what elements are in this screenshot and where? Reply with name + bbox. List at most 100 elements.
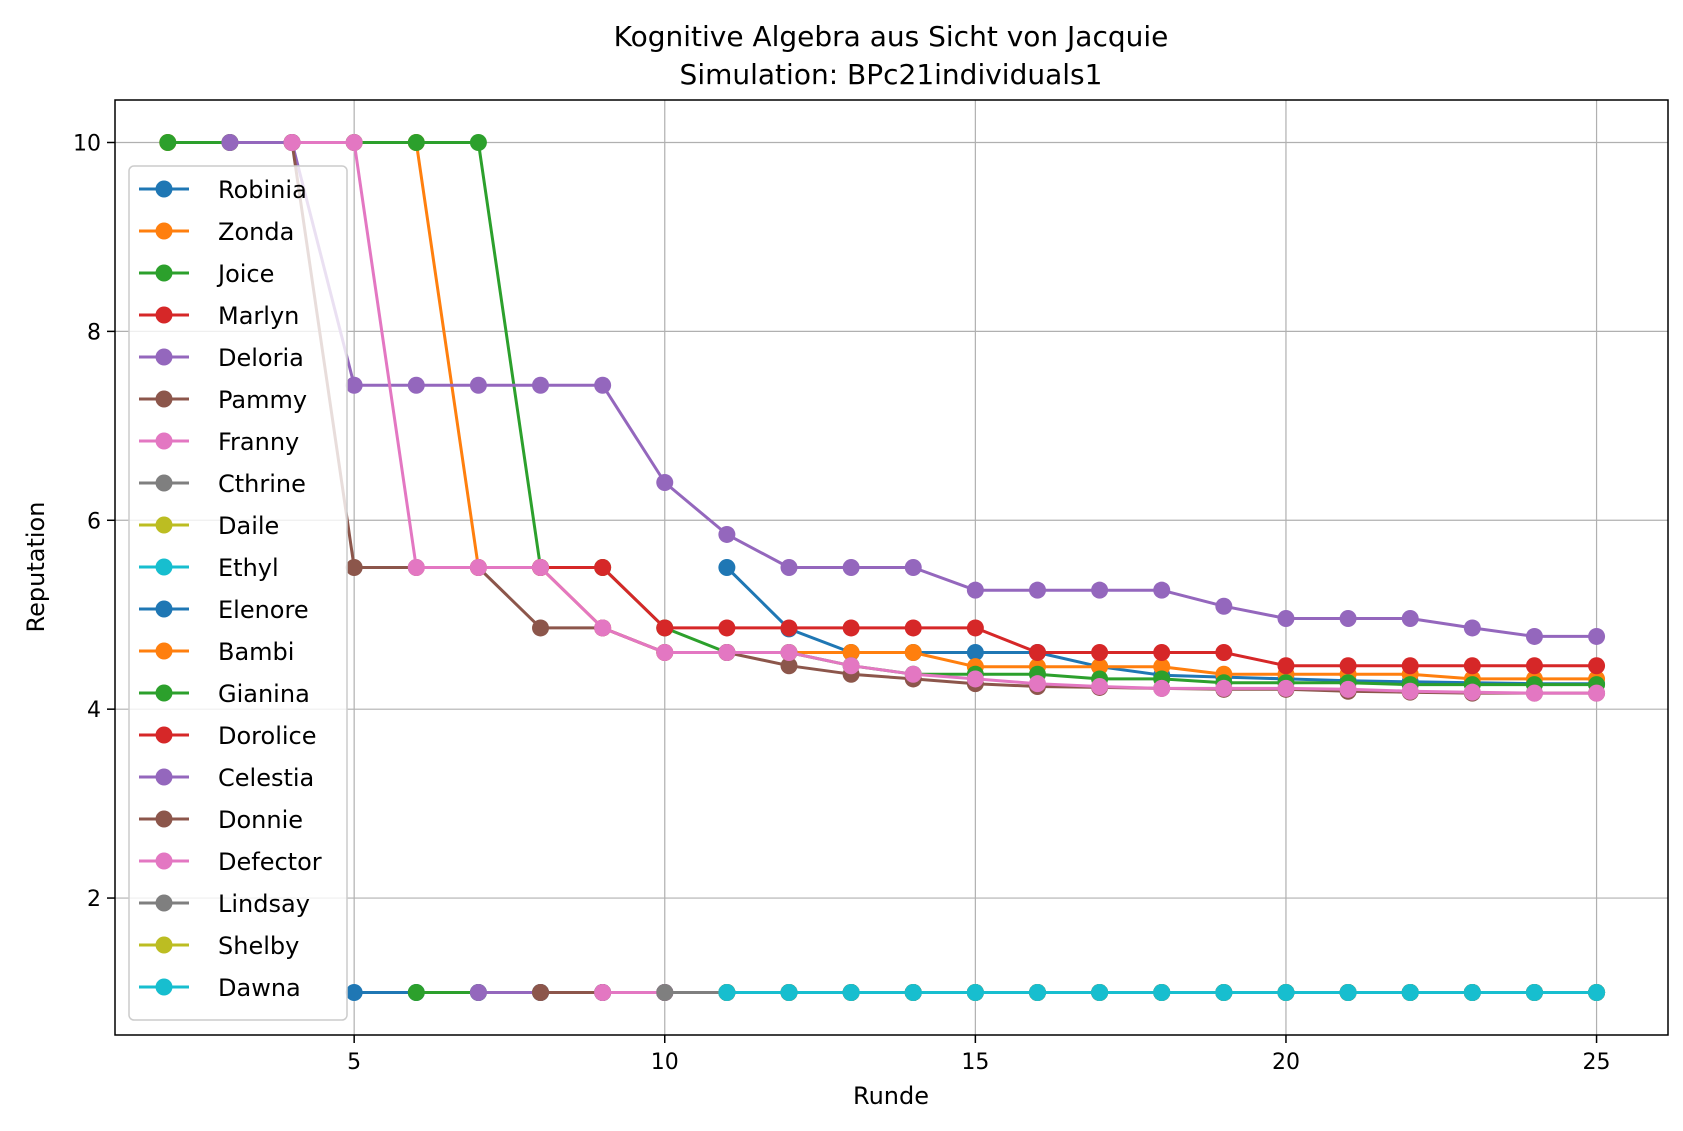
data-point bbox=[1277, 679, 1295, 697]
legend-item-lindsay[interactable]: Lindsay bbox=[139, 890, 310, 918]
legend-item-ethyl[interactable]: Ethyl bbox=[139, 554, 279, 582]
legend-item-franny[interactable]: Franny bbox=[139, 428, 299, 456]
legend-marker bbox=[155, 558, 173, 576]
data-point bbox=[407, 984, 425, 1001]
y-tick-label: 2 bbox=[87, 887, 101, 912]
data-point bbox=[1525, 657, 1543, 675]
data-point bbox=[1091, 644, 1109, 661]
legend-marker bbox=[155, 726, 173, 744]
data-point bbox=[1588, 984, 1606, 1001]
legend-item-donnie[interactable]: Donnie bbox=[139, 806, 303, 834]
data-point bbox=[966, 619, 984, 637]
data-point bbox=[1463, 619, 1481, 637]
legend-item-celestia[interactable]: Celestia bbox=[139, 764, 314, 792]
data-point bbox=[594, 619, 612, 637]
data-point bbox=[842, 559, 860, 576]
data-point bbox=[345, 984, 363, 1001]
data-point bbox=[594, 559, 612, 576]
data-point bbox=[1153, 581, 1171, 599]
legend-marker bbox=[155, 810, 173, 828]
data-point bbox=[1277, 657, 1295, 675]
legend-item-dorolice[interactable]: Dorolice bbox=[139, 722, 316, 750]
y-tick-label: 4 bbox=[87, 698, 101, 723]
legend-item-joice[interactable]: Joice bbox=[139, 260, 274, 288]
data-point bbox=[966, 581, 984, 599]
data-point bbox=[1091, 581, 1109, 599]
legend-item-deloria[interactable]: Deloria bbox=[139, 344, 304, 372]
legend-label: Elenore bbox=[218, 596, 309, 624]
data-point bbox=[1153, 644, 1171, 661]
data-point bbox=[1463, 984, 1481, 1001]
data-point bbox=[407, 134, 425, 151]
data-point bbox=[1463, 657, 1481, 675]
data-point bbox=[345, 134, 363, 151]
legend-marker bbox=[155, 852, 173, 870]
data-point bbox=[1153, 679, 1171, 697]
data-point bbox=[1215, 984, 1233, 1001]
plot-frame bbox=[114, 99, 1669, 1036]
legend-marker bbox=[155, 600, 173, 618]
data-point bbox=[1215, 597, 1233, 615]
data-point bbox=[1339, 657, 1357, 675]
legend-item-robinia[interactable]: Robinia bbox=[139, 176, 307, 204]
data-point bbox=[718, 619, 736, 637]
legend-marker bbox=[155, 642, 173, 660]
axis-ticks: 5 10 15 20 25 2 4 6 8 10 bbox=[73, 132, 1611, 1076]
y-tick-label: 6 bbox=[87, 509, 101, 534]
legend-item-shelby[interactable]: Shelby bbox=[139, 932, 299, 960]
legend-label: Joice bbox=[216, 260, 274, 288]
data-point bbox=[1339, 610, 1357, 627]
legend-label: Zonda bbox=[218, 218, 294, 246]
series-line bbox=[292, 141, 1597, 695]
series-layer bbox=[159, 134, 1606, 1001]
data-point bbox=[1588, 657, 1606, 675]
data-point bbox=[532, 559, 550, 576]
data-point bbox=[407, 559, 425, 576]
legend-marker bbox=[155, 222, 173, 240]
data-point bbox=[904, 644, 922, 661]
series-dawna bbox=[718, 984, 1606, 1001]
data-point bbox=[966, 670, 984, 688]
series-line bbox=[540, 566, 1597, 668]
legend-item-zonda[interactable]: Zonda bbox=[139, 218, 294, 246]
data-point bbox=[842, 984, 860, 1001]
data-point bbox=[345, 559, 363, 576]
legend-label: Defector bbox=[218, 848, 322, 876]
data-point bbox=[469, 984, 487, 1001]
legend-item-cthrine[interactable]: Cthrine bbox=[139, 470, 306, 498]
data-point bbox=[718, 559, 736, 576]
legend-label: Robinia bbox=[218, 176, 307, 204]
legend-item-bambi[interactable]: Bambi bbox=[139, 638, 294, 666]
legend-label: Gianina bbox=[218, 680, 310, 708]
data-point bbox=[966, 644, 984, 661]
y-tick-label: 10 bbox=[73, 132, 101, 157]
legend-item-defector[interactable]: Defector bbox=[139, 848, 322, 876]
data-point bbox=[532, 619, 550, 637]
data-point bbox=[1525, 684, 1543, 702]
data-point bbox=[1525, 984, 1543, 1001]
legend-label: Shelby bbox=[218, 932, 299, 960]
legend-item-gianina[interactable]: Gianina bbox=[139, 680, 310, 708]
data-point bbox=[656, 474, 674, 491]
data-point bbox=[780, 619, 798, 637]
legend-item-marlyn[interactable]: Marlyn bbox=[139, 302, 299, 330]
legend[interactable]: Robinia Zonda Joice Marlyn Deloria Pammy Frann… bbox=[128, 165, 348, 1021]
data-point bbox=[842, 619, 860, 637]
legend-marker bbox=[155, 432, 173, 450]
legend-item-pammy[interactable]: Pammy bbox=[139, 386, 307, 414]
legend-item-dawna[interactable]: Dawna bbox=[139, 974, 301, 1002]
legend-marker bbox=[155, 180, 173, 198]
legend-item-elenore[interactable]: Elenore bbox=[139, 596, 309, 624]
data-point bbox=[1525, 627, 1543, 645]
data-point bbox=[1028, 675, 1046, 693]
legend-marker bbox=[155, 894, 173, 912]
data-point bbox=[532, 984, 550, 1001]
legend-box bbox=[128, 165, 348, 1021]
data-point bbox=[1028, 984, 1046, 1001]
data-point bbox=[718, 525, 736, 543]
legend-item-daile[interactable]: Daile bbox=[139, 512, 279, 540]
x-tick-label: 25 bbox=[1583, 1050, 1611, 1075]
data-point bbox=[469, 134, 487, 151]
data-point bbox=[1588, 627, 1606, 645]
